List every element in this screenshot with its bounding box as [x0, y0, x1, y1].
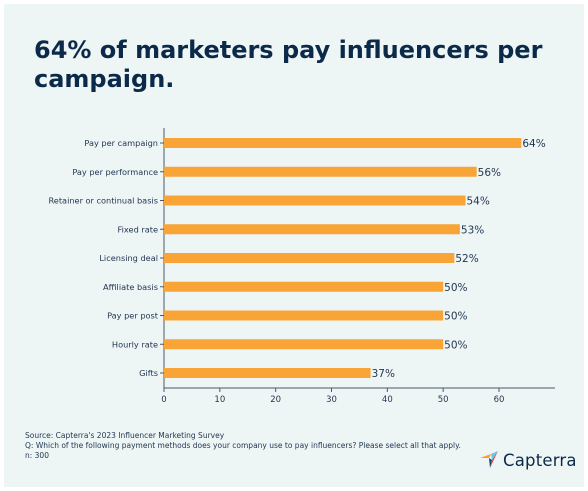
- category-label-gifts: Gifts: [139, 368, 158, 378]
- value-label-pay-per-post: 50%: [444, 311, 467, 323]
- value-label-licensing-deal: 52%: [455, 253, 478, 265]
- survey-question: Q: Which of the following payment method…: [25, 441, 461, 450]
- category-label-retainer-or-continual-basis: Retainer or continual basis: [48, 196, 158, 206]
- category-label-licensing-deal: Licensing deal: [99, 253, 158, 263]
- x-tick-label-0: 0: [161, 395, 166, 405]
- capterra-wordmark: Capterra: [503, 450, 577, 470]
- bar-pay-per-performance: [164, 166, 477, 177]
- value-label-pay-per-performance: 56%: [478, 167, 501, 179]
- bar-pay-per-post: [164, 310, 444, 321]
- value-label-retainer-or-continual-basis: 54%: [467, 196, 490, 208]
- bar-retainer-or-continual-basis: [164, 195, 466, 206]
- category-label-pay-per-post: Pay per post: [107, 311, 159, 321]
- category-label-hourly-rate: Hourly rate: [112, 339, 158, 349]
- bar-affiliate-basis: [164, 281, 444, 292]
- x-tick-label-40: 40: [382, 395, 393, 405]
- category-label-pay-per-performance: Pay per performance: [72, 167, 158, 177]
- value-label-affiliate-basis: 50%: [444, 282, 467, 294]
- bar-hourly-rate: [164, 339, 444, 350]
- category-label-pay-per-campaign: Pay per campaign: [84, 138, 158, 148]
- category-label-affiliate-basis: Affiliate basis: [103, 282, 158, 292]
- chart-footer: Source: Capterra's 2023 Influencer Marke…: [25, 431, 485, 461]
- bar-pay-per-campaign: [164, 138, 522, 148]
- x-tick-label-30: 30: [326, 395, 337, 405]
- bar-licensing-deal: [164, 253, 455, 263]
- source-note: Source: Capterra's 2023 Influencer Marke…: [25, 431, 225, 440]
- value-label-fixed-rate: 53%: [461, 224, 484, 236]
- value-label-pay-per-campaign: 64%: [522, 138, 545, 150]
- sample-size: n: 300: [25, 451, 49, 460]
- bar-gifts: [164, 368, 371, 378]
- value-label-gifts: 37%: [372, 368, 395, 380]
- capterra-arrow-icon: [480, 451, 498, 468]
- x-tick-label-20: 20: [270, 395, 281, 405]
- value-label-hourly-rate: 50%: [444, 339, 467, 351]
- chart-card: [4, 4, 584, 487]
- x-tick-label-60: 60: [494, 395, 505, 405]
- x-tick-label-50: 50: [438, 395, 449, 405]
- bar-fixed-rate: [164, 224, 460, 235]
- capterra-logo: Capterra: [480, 449, 577, 471]
- chart-title: 64% of marketers pay influencers per cam…: [34, 36, 543, 93]
- x-tick-label-10: 10: [214, 395, 225, 405]
- category-label-fixed-rate: Fixed rate: [118, 224, 158, 234]
